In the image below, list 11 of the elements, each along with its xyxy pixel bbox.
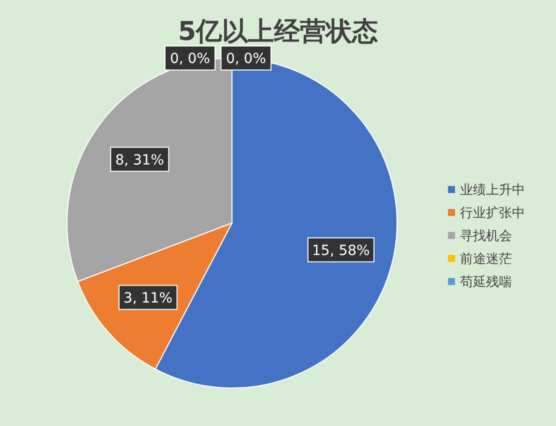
legend-label: 前途迷茫 bbox=[460, 252, 512, 267]
legend-label: 业绩上升中 bbox=[460, 183, 525, 198]
legend-label: 行业扩张中 bbox=[460, 206, 525, 221]
text: 0, 0% bbox=[226, 51, 266, 67]
data-label: 3, 11% bbox=[124, 290, 172, 306]
legend-label: 寻找机会 bbox=[460, 229, 512, 244]
text: 0, 0% bbox=[170, 51, 210, 67]
chart-title: 5亿以上经营状态 bbox=[178, 17, 378, 47]
data-label: 8, 31% bbox=[115, 152, 164, 168]
data-label: 15, 58% bbox=[312, 242, 370, 259]
legend-label: 苟延残喘 bbox=[460, 275, 512, 290]
